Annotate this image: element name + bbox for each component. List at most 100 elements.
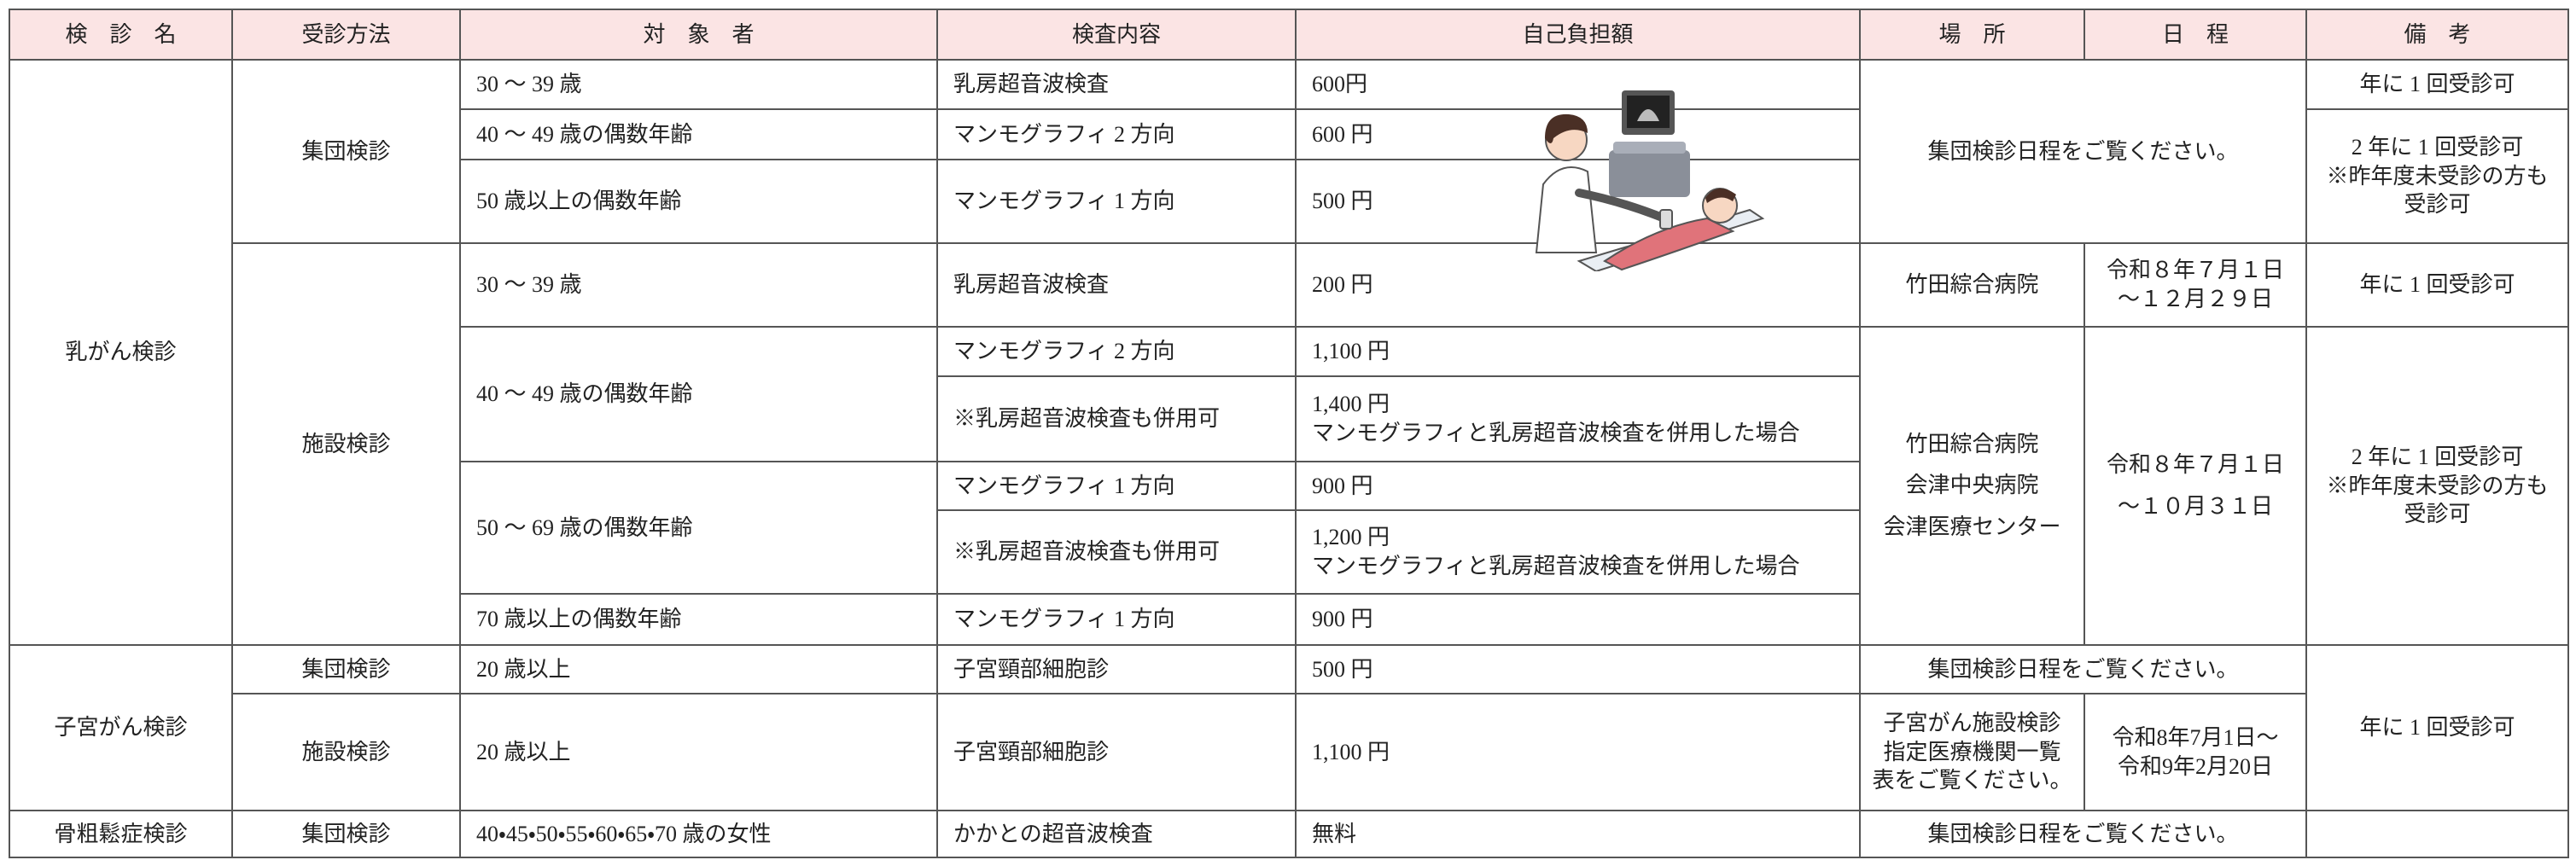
row: 乳がん検診 集団検診 30 ～ 39 歳 乳房超音波検査 600円 集団検診日程… (9, 59, 2569, 646)
cell: 30 ～ 39 歳 (459, 59, 938, 110)
row: 70 歳以上の偶数年齢 マンモグラフィ 1 方向 900 円 (9, 593, 2568, 646)
line: ※昨年度未受診の方も (2326, 163, 2549, 189)
cell: 集団検診日程をご覧ください。 (1859, 644, 2307, 694)
cell: マンモグラフィ 1 方向 (936, 159, 1297, 244)
line: 1,400 円 (1312, 392, 1390, 417)
cell: 年に 1 回受診可 (2305, 644, 2569, 811)
patient-body (1603, 217, 1735, 271)
cell: 1,400 円マンモグラフィと乳房超音波検査を併用した場合 (1295, 375, 1861, 462)
cell: ※乳房超音波検査も併用可 (936, 375, 1297, 462)
cell: 40 ～ 49 歳の偶数年齢 (459, 326, 938, 462)
cell: 500 円 (1295, 644, 1861, 694)
line: 会津中央病院 (1905, 473, 2039, 498)
cell: 20 歳以上 (459, 644, 938, 694)
cell: 2 年に 1 回受診可 ※昨年度未受診の方も 受診可 (2305, 326, 2569, 646)
cell: 竹田綜合病院 会津中央病院 会津医療センター (1859, 326, 2085, 646)
line: 会津医療センター (1883, 514, 2061, 539)
line: 令和9年2月20日 (2117, 753, 2273, 779)
line: 竹田綜合病院 (1905, 432, 2039, 457)
row: 施設検診 30 ～ 39 歳 乳房超音波検査 200 円 竹田綜合病院 令和８年… (9, 242, 2569, 646)
cell: 子宮頸部細胞診 (936, 693, 1297, 811)
row: 40 ～ 49 歳の偶数年齢 マンモグラフィ 2 方向 1,100 円 竹田綜合… (9, 326, 2569, 646)
cell: マンモグラフィ 1 方向 (936, 461, 1297, 511)
header-cell: 場 所 (1859, 9, 2085, 61)
cell: 子宮頸部細胞診 (936, 644, 1297, 694)
line: 1,200 円 (1312, 525, 1390, 550)
doctor-hair (1545, 113, 1588, 143)
cell: 集団検診日程をご覧ください。 (1859, 810, 2307, 858)
cell: 集団検診 (231, 644, 461, 694)
cell: 令和８年７月１日 ～１０月３１日 (2084, 326, 2307, 646)
cell: 令和８年７月１日 ～１２月２９日 (2084, 242, 2307, 328)
cell: マンモグラフィ 2 方向 (936, 326, 1297, 377)
cell: 子宮がん施設検診 指定医療機関一覧 表をご覧ください。 (1859, 693, 2085, 811)
row: 骨粗鬆症検診 集団検診 40・45・50・55・60・65・70 歳の女性 かか… (9, 810, 2569, 858)
cell: 年に 1 回受診可 (2305, 242, 2569, 328)
line: マンモグラフィと乳房超音波検査を併用した場合 (1312, 421, 1800, 445)
line: 2 年に 1 回受診可 (2351, 444, 2524, 469)
scan-image (1637, 109, 1659, 121)
cell: 1,200 円マンモグラフィと乳房超音波検査を併用した場合 (1295, 509, 1861, 595)
cell: 骨粗鬆症検診 (9, 810, 233, 858)
line: 子宮がん施設検診 (1883, 710, 2061, 735)
header-row: 検 診 名 受診方法 対 象 者 検査内容 自己負担額 場 所 日 程 備 考 (9, 9, 2569, 61)
cell: 年に 1 回受診可 (2305, 59, 2569, 110)
cell: 2 年に 1 回受診可 ※昨年度未受診の方も 受診可 (2305, 108, 2569, 244)
cell: 1,100 円 (1295, 693, 1861, 811)
line: 表をご覧ください。 (1872, 768, 2072, 793)
line: マンモグラフィと乳房超音波検査を併用した場合 (1312, 554, 1800, 578)
screening-table: 検 診 名 受診方法 対 象 者 検査内容 自己負担額 場 所 日 程 備 考 … (9, 9, 2569, 858)
line: ～１２月２９日 (2117, 287, 2273, 311)
doctor-coat (1535, 166, 1598, 253)
cell (2305, 810, 2569, 858)
cell: マンモグラフィ 1 方向 (936, 593, 1297, 646)
cell: 900 円 (1295, 593, 1861, 646)
cell: 子宮がん検診 (9, 644, 233, 811)
line: 受診可 (2404, 192, 2471, 218)
cell: 50 歳以上の偶数年齢 (459, 159, 938, 244)
cell: 竹田綜合病院 (1859, 242, 2085, 328)
patient-hair (1705, 188, 1736, 203)
cell: 施設検診 (231, 242, 461, 646)
header-cell: 対 象 者 (459, 9, 938, 61)
cell: 乳房超音波検査 (936, 59, 1297, 110)
cell: マンモグラフィ 2 方向 (936, 108, 1297, 160)
header-cell: 受診方法 (231, 9, 461, 61)
row: ※乳房超音波検査も併用可 1,400 円マンモグラフィと乳房超音波検査を併用した… (9, 375, 2568, 462)
cell: 70 歳以上の偶数年齢 (459, 593, 938, 646)
row: 50 ～ 69 歳の偶数年齢 マンモグラフィ 1 方向 900 円 (9, 461, 2568, 595)
ultrasound-illustration (1535, 90, 1765, 271)
line: ※昨年度未受診の方も (2326, 473, 2549, 498)
line: 令和８年７月１日 (2106, 452, 2284, 478)
cell: 30 ～ 39 歳 (459, 242, 938, 328)
cell: かかとの超音波検査 (936, 810, 1297, 858)
line: 指定医療機関一覧 (1883, 739, 2061, 764)
line: 受診可 (2404, 502, 2471, 527)
row: 施設検診 20 歳以上 子宮頸部細胞診 1,100 円 子宮がん施設検診 指定医療… (9, 693, 2568, 811)
cell: 集団検診 (231, 810, 461, 858)
line: 令和８年７月１日 (2106, 258, 2284, 283)
cell: 40 ～ 49 歳の偶数年齢 (459, 108, 938, 160)
header-cell: 日 程 (2084, 9, 2307, 61)
cell: 900 円 (1295, 461, 1861, 511)
line: ～１０月３１日 (2117, 493, 2273, 519)
console (1613, 142, 1686, 154)
row: ※乳房超音波検査も併用可 1,200 円マンモグラフィと乳房超音波検査を併用した… (9, 509, 2568, 595)
cell: 50 ～ 69 歳の偶数年齢 (459, 461, 938, 595)
cell: 令和8年7月1日～ 令和9年2月20日 (2084, 693, 2307, 811)
cell: 20 歳以上 (459, 693, 938, 811)
header-cell: 備 考 (2305, 9, 2569, 61)
doctor-arm (1575, 189, 1669, 223)
cell: 集団検診 (231, 59, 461, 244)
header-cell: 検 診 名 (9, 9, 233, 61)
cell: 1,100 円 (1295, 326, 1861, 377)
line: 令和8年7月1日～ (2112, 724, 2279, 750)
row: 子宮がん検診 集団検診 20 歳以上 子宮頸部細胞診 500 円 集団検診日程を… (9, 644, 2569, 811)
header-cell: 自己負担額 (1295, 9, 1861, 61)
cell: 40・45・50・55・60・65・70 歳の女性 (459, 810, 938, 858)
cell: 乳房超音波検査 (936, 242, 1297, 328)
cell: 施設検診 (231, 693, 461, 811)
line: 2 年に 1 回受診可 (2351, 134, 2524, 160)
cell: 600円 (1295, 59, 1861, 110)
